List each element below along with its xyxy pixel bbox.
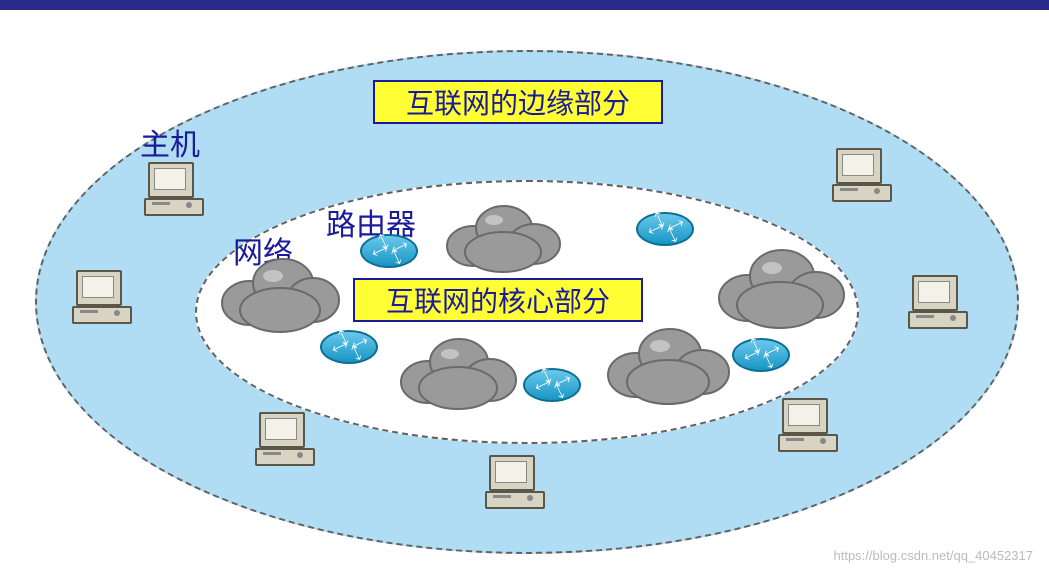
core-label-text: 互联网的核心部分 [386,280,610,320]
router-icon: ⤡ ⤢⤢ ⤡ [523,368,577,404]
cloud-icon [393,330,523,415]
router-icon: ⤡ ⤢⤢ ⤡ [360,234,414,270]
watermark-text: https://blog.csdn.net/qq_40452317 [834,548,1034,563]
router-icon: ⤡ ⤢⤢ ⤡ [732,338,786,374]
host-icon [144,162,200,214]
host-icon [72,270,128,322]
cloud-icon [215,248,345,338]
top-bar [0,0,1049,10]
host-icon [485,455,541,507]
host-icon [908,275,964,327]
host-label: 主机 [140,120,200,164]
host-icon [832,148,888,200]
edge-label-text: 互联网的边缘部分 [406,82,630,122]
core-label-box: 互联网的核心部分 [353,278,643,322]
cloud-icon [710,240,850,335]
router-icon: ⤡ ⤢⤢ ⤡ [636,212,690,248]
host-icon [255,412,311,464]
diagram-stage: 互联网的边缘部分 互联网的核心部分 主机 网络 路由器 [0,0,1049,571]
edge-label-box: 互联网的边缘部分 [373,80,663,124]
router-icon: ⤡ ⤢⤢ ⤡ [320,330,374,366]
cloud-icon [438,198,568,278]
host-icon [778,398,834,450]
